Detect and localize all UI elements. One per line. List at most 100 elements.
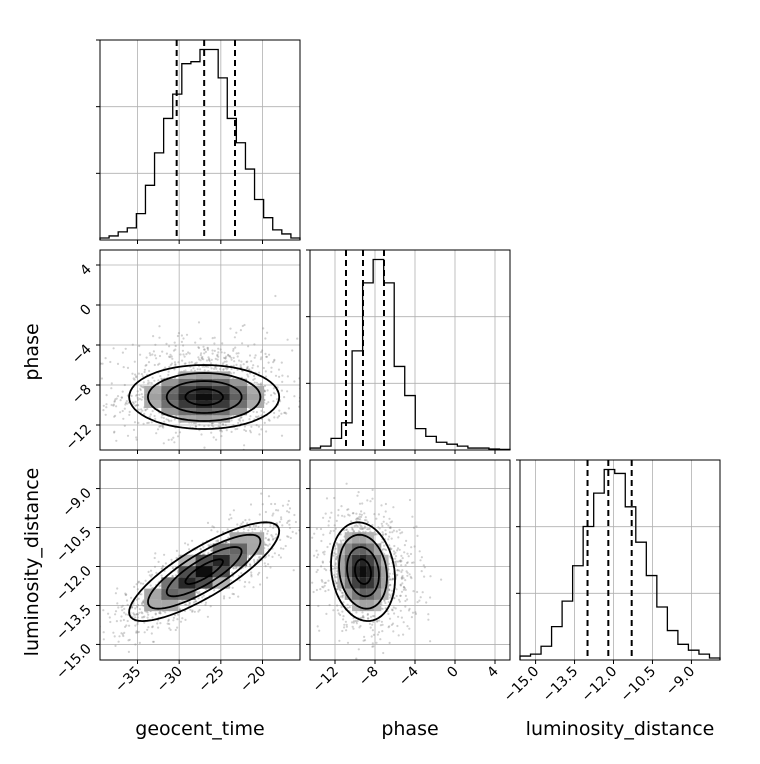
scatter-point [167, 438, 170, 441]
contour-level-2 [346, 546, 380, 598]
scatter-point [266, 544, 270, 547]
scatter-point [215, 438, 218, 441]
scatter-point [155, 571, 158, 575]
scatter-point [210, 431, 213, 434]
scatter-point [160, 567, 163, 570]
scatter-point [368, 527, 371, 530]
scatter-point [265, 402, 268, 405]
scatter-point [172, 436, 175, 439]
scatter-point [278, 520, 281, 524]
scatter-point [92, 362, 94, 364]
scatter-point [306, 606, 308, 608]
scatter-point [203, 352, 206, 355]
scatter-point [336, 604, 339, 607]
scatter-point [140, 408, 143, 411]
scatter-point [266, 389, 269, 392]
scatter-point [366, 499, 369, 502]
scatter-point [158, 336, 161, 339]
scatter-point [178, 431, 182, 434]
density-cell [247, 532, 265, 544]
scatter-point [399, 559, 402, 562]
scatter-point [97, 366, 99, 368]
scatter-point [168, 420, 171, 423]
scatter-point [217, 351, 220, 354]
scatter-point [202, 345, 205, 348]
scatter-point [215, 367, 218, 370]
scatter-point [400, 560, 403, 563]
scatter-point [162, 426, 165, 429]
scatter-point [395, 560, 398, 563]
scatter-point [144, 409, 147, 412]
xtick-label-phase-0: −12 [310, 664, 342, 696]
scatter-point [135, 394, 138, 397]
scatter-point [150, 632, 153, 635]
scatter-point [240, 416, 243, 419]
scatter-point [74, 644, 76, 646]
scatter-point [130, 606, 134, 609]
scatter-point [210, 549, 213, 552]
scatter-point [397, 598, 401, 601]
scatter-point [251, 528, 254, 531]
scatter-point [366, 613, 369, 617]
scatter-point [203, 348, 206, 351]
scatter-point [112, 347, 115, 350]
scatter-point [115, 397, 118, 400]
scatter-point [198, 358, 201, 361]
scatter-point [126, 619, 129, 623]
density-cell [161, 378, 179, 387]
scatter-point [258, 513, 261, 516]
scatter-point [219, 348, 222, 351]
scatter-point [133, 378, 136, 381]
scatter-point [128, 413, 131, 416]
scatter-point [360, 515, 363, 519]
scatter-point [121, 351, 124, 354]
density-cell [344, 543, 353, 555]
scatter-point [342, 601, 345, 604]
scatter-point [383, 548, 386, 551]
scatter-point [199, 547, 202, 551]
scatter-point [197, 592, 200, 595]
scatter-point [357, 491, 360, 494]
scatter-point [146, 616, 149, 619]
scatter-point [326, 545, 329, 549]
scatter-point [333, 574, 336, 577]
scatter-point [215, 539, 218, 543]
scatter-point [205, 359, 209, 362]
scatter-point [146, 628, 149, 631]
scatter-point [184, 603, 187, 606]
scatter-point [127, 639, 130, 642]
scatter-point [315, 527, 318, 530]
scatter-point [384, 533, 387, 536]
scatter-point [167, 370, 170, 373]
scatter-point [388, 575, 391, 579]
scatter-point [355, 611, 358, 614]
scatter-point [358, 513, 361, 516]
scatter-point [246, 367, 249, 370]
scatter-point [267, 554, 270, 557]
scatter-point [246, 360, 249, 363]
scatter-point [260, 414, 263, 417]
density-cell [212, 415, 230, 423]
scatter-point [240, 522, 243, 525]
scatter-point [165, 352, 168, 355]
density-cell [144, 588, 162, 600]
scatter-point [115, 405, 118, 408]
scatter-point [268, 353, 271, 356]
scatter-point [276, 416, 279, 419]
scatter-point [154, 343, 157, 346]
scatter-point [172, 349, 176, 352]
scatter-point [423, 575, 426, 578]
scatter-point [319, 588, 322, 591]
scatter-point [145, 363, 148, 367]
scatter-point [244, 519, 247, 522]
scatter-point [239, 364, 242, 367]
scatter-point [384, 601, 387, 605]
scatter-point [406, 598, 409, 601]
scatter-point [391, 609, 394, 612]
ylabel-phase: phase [21, 323, 43, 380]
scatter-point [258, 571, 261, 574]
scatter-point [209, 362, 213, 365]
scatter-point [123, 631, 126, 635]
scatter-point [131, 605, 134, 609]
scatter-point [389, 526, 392, 530]
